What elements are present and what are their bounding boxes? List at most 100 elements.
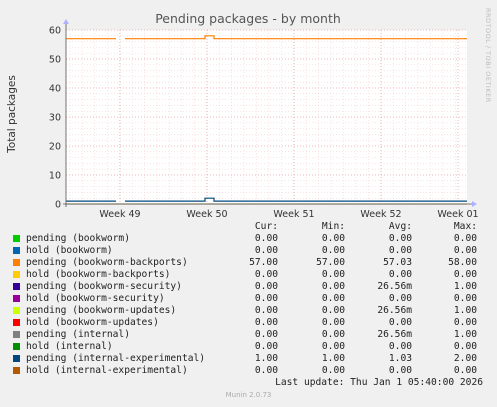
legend-series-name: hold (bookworm) xyxy=(26,245,113,256)
legend-row: hold (internal) 0.00 0.00 0.00 0.00 xyxy=(12,341,492,353)
x-axis-arrow xyxy=(472,201,477,207)
chart-canvas: Pending packages - by month Total packag… xyxy=(6,11,479,220)
legend-swatch xyxy=(13,283,20,290)
legend-value-avg: 26.56m xyxy=(377,281,412,292)
legend-row: hold (bookworm-security) 0.00 0.00 0.00 0.00 xyxy=(12,293,492,305)
legend-swatch xyxy=(13,259,20,266)
legend-series-name: pending (bookworm-backports) xyxy=(26,257,188,268)
legend-series-name: hold (internal) xyxy=(26,341,113,352)
legend-value-min: 57.00 xyxy=(316,257,345,268)
legend-value-max: 1.00 xyxy=(453,305,477,316)
legend-value-cur: 0.00 xyxy=(254,245,278,256)
header-max: Max: xyxy=(453,221,477,232)
legend-row: pending (bookworm-security) 0.00 0.00 26.56… xyxy=(12,281,492,293)
legend-series-name: hold (bookworm-updates) xyxy=(26,317,159,328)
legend-value-cur: 0.00 xyxy=(254,281,278,292)
legend-header-row: Cur: Min: Avg: Max: xyxy=(12,221,492,233)
x-tick-label: Week 01 xyxy=(437,209,478,220)
legend-swatch xyxy=(13,307,20,314)
legend-value-min: 0.00 xyxy=(321,245,345,256)
legend-value-max: 2.00 xyxy=(453,353,477,364)
legend-value-cur: 0.00 xyxy=(254,317,278,328)
legend-value-avg: 0.00 xyxy=(388,365,412,376)
y-axis-label: Total packages xyxy=(6,75,18,154)
legend-value-min: 0.00 xyxy=(321,317,345,328)
legend-value-min: 0.00 xyxy=(321,341,345,352)
legend-row: pending (bookworm-backports) 57.00 57.00 57… xyxy=(12,257,492,269)
legend-series-name: pending (internal) xyxy=(26,329,130,340)
legend-value-avg: 0.00 xyxy=(388,341,412,352)
chart-title: Pending packages - by month xyxy=(155,11,341,26)
legend-swatch xyxy=(13,319,20,326)
y-tick-label: 10 xyxy=(49,171,61,182)
legend-row: pending (bookworm) 0.00 0.00 0.00 0.00 xyxy=(12,233,492,245)
y-tick-label: 0 xyxy=(55,200,61,211)
legend-value-avg: 0.00 xyxy=(388,245,412,256)
legend-value-max: 0.00 xyxy=(453,233,477,244)
legend-swatch xyxy=(13,367,20,374)
header-min: Min: xyxy=(321,221,345,232)
legend-value-max: 1.00 xyxy=(453,329,477,340)
footer-version: Munin 2.0.73 xyxy=(225,391,272,399)
last-update: Last update: Thu Jan 1 05:40:00 2026 xyxy=(275,377,483,388)
legend-value-cur: 0.00 xyxy=(254,269,278,280)
legend-value-min: 0.00 xyxy=(321,269,345,280)
legend-row: hold (bookworm-backports) 0.00 0.00 0.00 0.0… xyxy=(12,269,492,281)
legend-row: pending (internal-experimental) 1.00 1.00 1… xyxy=(12,353,492,365)
rrdtool-watermark: RRDTOOL / TOBI OETIKER xyxy=(484,8,492,103)
legend-value-max: 0.00 xyxy=(453,365,477,376)
legend-row: pending (bookworm-updates) 0.00 0.00 26.56m… xyxy=(12,305,492,317)
legend-value-max: 0.00 xyxy=(453,293,477,304)
x-tick-label: Week 50 xyxy=(186,209,227,220)
legend-value-cur: 1.00 xyxy=(254,353,278,364)
legend-series-name: pending (bookworm) xyxy=(26,233,130,244)
legend-value-min: 1.00 xyxy=(321,353,345,364)
legend-series-name: hold (bookworm-backports) xyxy=(26,269,171,280)
legend-value-max: 58.00 xyxy=(448,257,477,268)
legend-value-avg: 26.56m xyxy=(377,305,412,316)
legend-value-max: 0.00 xyxy=(453,341,477,352)
y-tick-label: 60 xyxy=(49,26,61,37)
legend-swatch xyxy=(13,355,20,362)
legend-series-name: pending (internal-experimental) xyxy=(26,353,206,364)
legend-value-cur: 0.00 xyxy=(254,341,278,352)
series-line xyxy=(66,35,467,40)
legend-value-cur: 0.00 xyxy=(254,233,278,244)
legend-value-avg: 1.03 xyxy=(388,353,412,364)
legend-value-min: 0.00 xyxy=(321,281,345,292)
legend-value-avg: 0.00 xyxy=(388,233,412,244)
header-avg: Avg: xyxy=(388,221,412,232)
legend-row: hold (internal-experimental) 0.00 0.00 0.00… xyxy=(12,365,492,377)
legend-value-min: 0.00 xyxy=(321,233,345,244)
header-cur: Cur: xyxy=(254,221,278,232)
legend: Cur: Min: Avg: Max: pending (bookworm) 0.… xyxy=(12,221,492,377)
legend-value-avg: 0.00 xyxy=(388,317,412,328)
legend-series-name: hold (bookworm-security) xyxy=(26,293,165,304)
legend-value-min: 0.00 xyxy=(321,293,345,304)
legend-value-cur: 0.00 xyxy=(254,305,278,316)
legend-value-cur: 0.00 xyxy=(254,365,278,376)
legend-value-avg: 26.56m xyxy=(377,329,412,340)
y-axis-arrow xyxy=(63,19,69,24)
legend-row: pending (internal) 0.00 0.00 26.56m 1.00 xyxy=(12,329,492,341)
legend-value-min: 0.00 xyxy=(321,365,345,376)
y-tick-label: 20 xyxy=(49,142,61,153)
legend-swatch xyxy=(13,271,20,278)
legend-value-cur: 57.00 xyxy=(249,257,278,268)
x-tick-label: Week 51 xyxy=(273,209,314,220)
legend-swatch xyxy=(13,331,20,338)
legend-value-max: 1.00 xyxy=(453,281,477,292)
legend-series-name: pending (bookworm-security) xyxy=(26,281,182,292)
y-tick-label: 50 xyxy=(49,55,61,66)
legend-series-name: pending (bookworm-updates) xyxy=(26,305,177,316)
legend-value-avg: 57.03 xyxy=(383,257,412,268)
x-tick-label: Week 49 xyxy=(99,209,140,220)
y-tick-label: 40 xyxy=(49,84,61,95)
legend-value-avg: 0.00 xyxy=(388,293,412,304)
legend-swatch xyxy=(13,247,20,254)
legend-row: hold (bookworm) 0.00 0.00 0.00 0.00 xyxy=(12,245,492,257)
legend-swatch xyxy=(13,235,20,242)
legend-value-cur: 0.00 xyxy=(254,293,278,304)
legend-value-max: 0.00 xyxy=(453,269,477,280)
legend-swatch xyxy=(13,295,20,302)
